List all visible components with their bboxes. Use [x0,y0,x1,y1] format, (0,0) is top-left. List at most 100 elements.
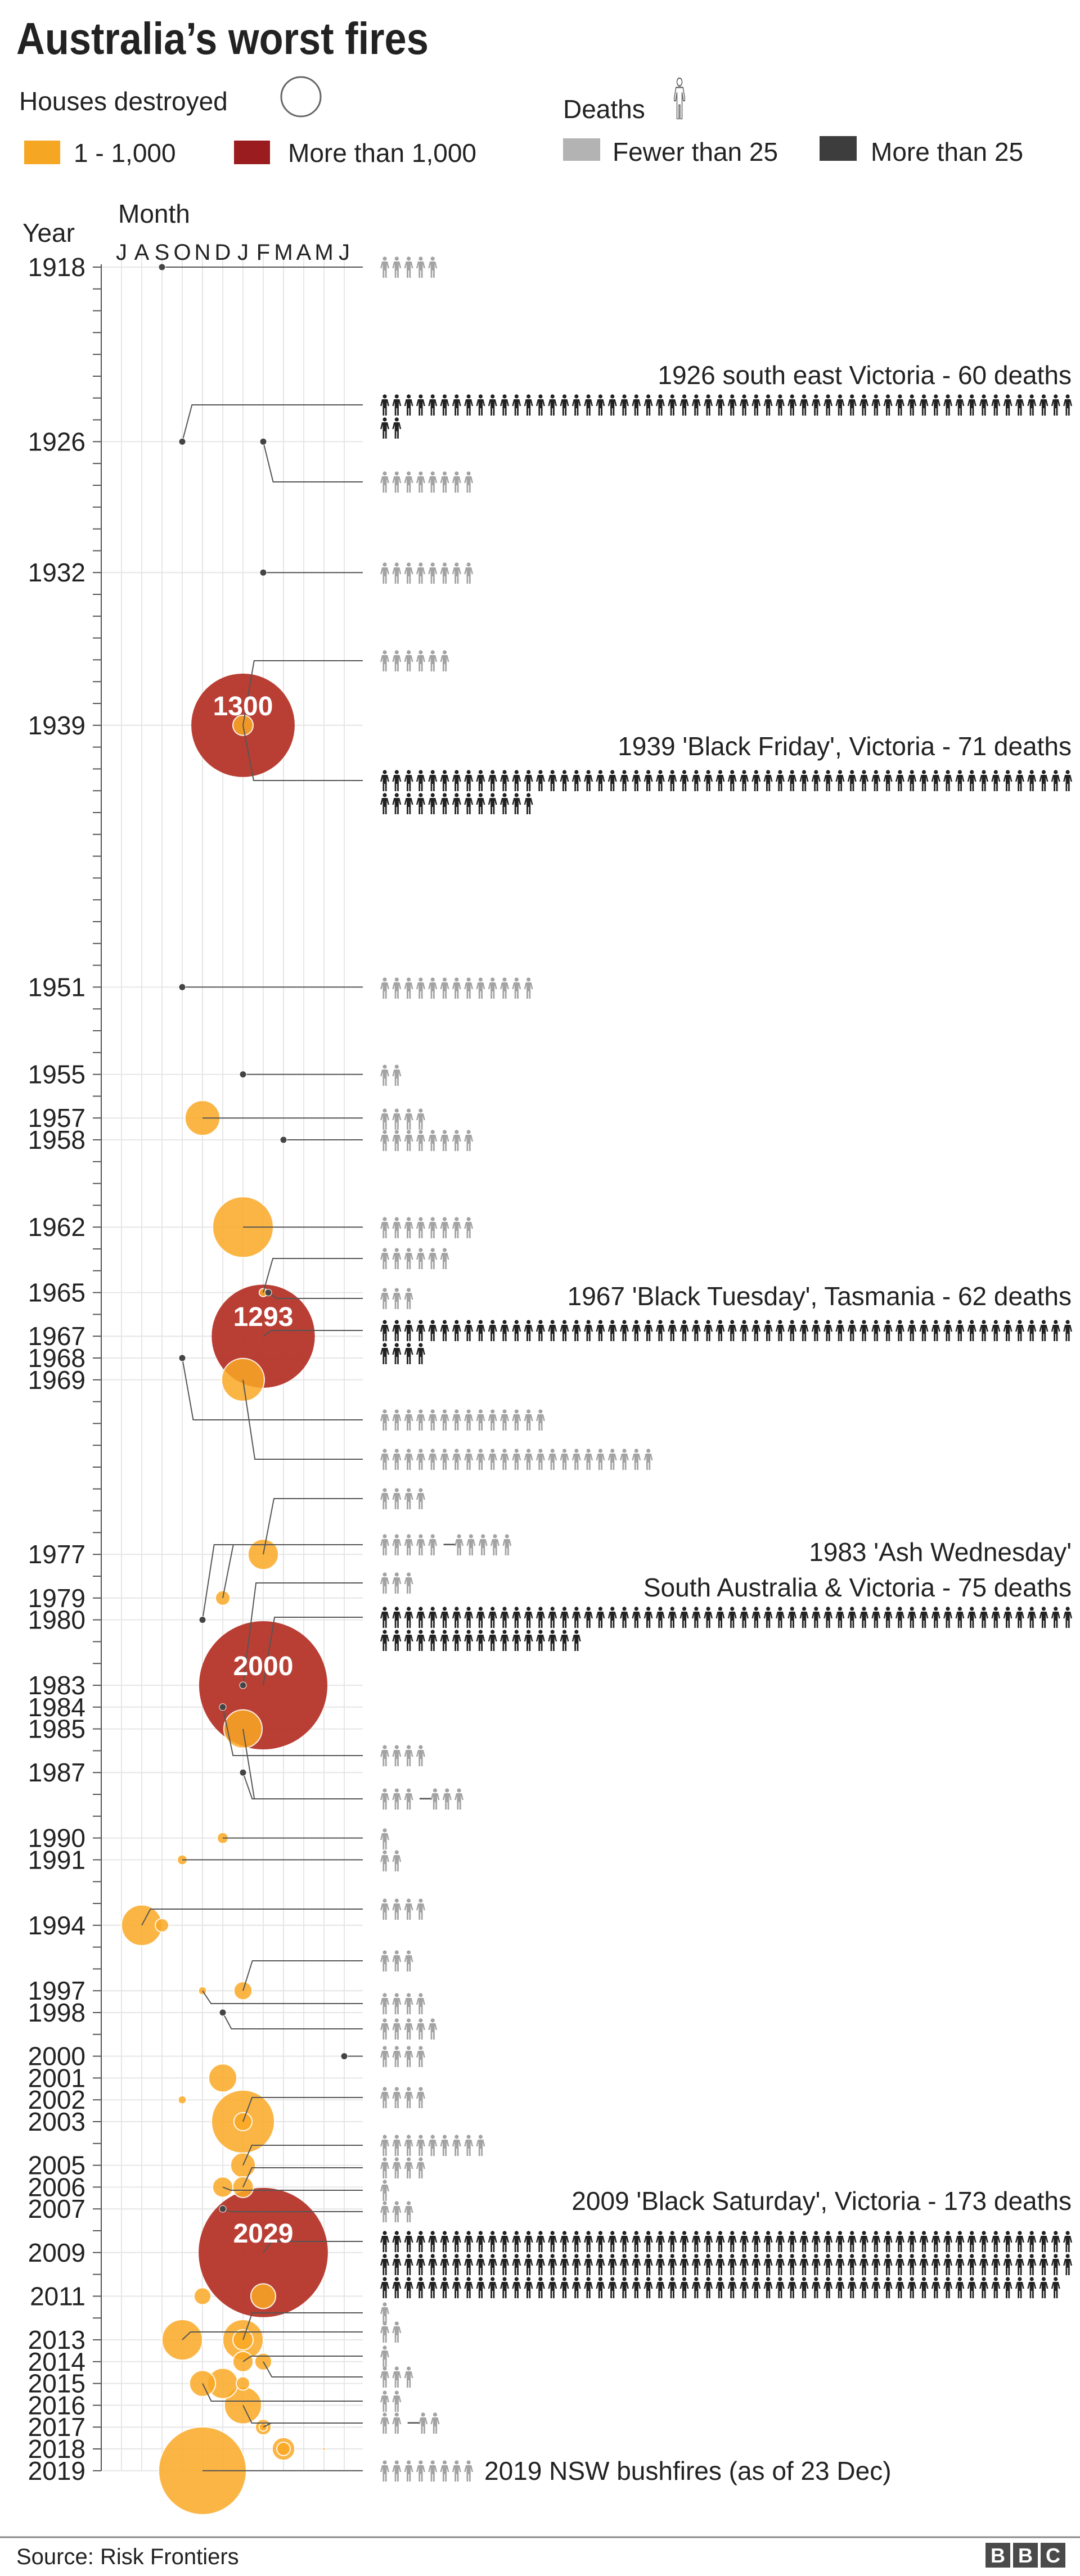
death-icon [1051,770,1060,791]
death-icon [380,2231,389,2252]
death-icon [752,2231,761,2252]
death-icon [1015,394,1024,416]
death-icon [835,394,845,416]
death-icon [740,2231,749,2252]
death-icon [464,1409,474,1431]
death-icon [380,2277,389,2298]
y-axis-label: Year [22,218,75,247]
connector-line [242,2356,363,2362]
death-icon [644,2231,653,2252]
death-icon [979,770,988,791]
death-icon [763,1320,773,1341]
death-icon [572,1320,581,1341]
death-icon [380,394,389,416]
death-icon [500,793,509,814]
fire-dot [199,1616,206,1624]
death-icon [416,1745,425,1766]
death-icon [380,1488,389,1509]
death-icon [788,1320,797,1341]
death-icon [428,2460,438,2482]
death-icon [704,394,713,416]
death-icon [572,2254,581,2275]
year-tick-label: 1962 [28,1212,86,1242]
svg-text:B: B [1018,2544,1033,2567]
connector-line [263,1258,363,1293]
death-icon [464,1217,474,1238]
fire-dot [219,1703,227,1711]
death-icon [668,2254,677,2275]
death-icon [668,1320,677,1341]
death-icon [824,394,833,416]
death-icon [979,2254,988,2275]
death-icon [392,1850,402,1871]
fire-circle [155,1918,169,1933]
death-icon [416,1534,425,1555]
death-icon [428,394,438,416]
death-icon [428,1630,438,1651]
connector-line [263,441,363,482]
year-tick-label: 1965 [28,1278,86,1307]
houses-count-label: 2000 [233,1652,294,1681]
connector-line [141,1909,363,1926]
death-icon [440,1630,449,1651]
death-icon [380,1130,389,1151]
legend-swatch-large-houses [234,141,270,164]
connector-line [242,1772,363,1799]
death-icon [860,2277,868,2298]
death-icon [452,1630,461,1651]
death-icon [524,1320,533,1341]
death-icon [824,2231,833,2252]
death-icon [1015,2231,1024,2252]
death-icon [380,2157,389,2178]
death-icon [788,770,797,791]
connector-line [263,1330,363,1337]
year-tick-label: 1967 [28,1321,86,1351]
death-icon [572,1630,581,1651]
death-icon [584,2277,593,2298]
year-tick-label: 1926 [28,427,86,456]
death-icon [1027,2231,1037,2252]
death-icon [428,793,438,814]
death-icon [752,1320,761,1341]
death-icon [380,2302,389,2324]
death-icon [584,1320,593,1341]
death-icon [536,2231,545,2252]
death-icon [464,1607,474,1628]
death-icon [502,1534,512,1555]
death-icon [428,1217,438,1238]
year-tick-label: 2014 [28,2347,86,2376]
legend-deaths-label: Deaths [563,94,645,124]
death-icon [404,770,413,791]
death-icon [392,1064,402,1086]
death-icon [380,471,389,493]
death-icon [824,770,833,791]
death-icon [380,2254,389,2275]
death-icon [440,2231,449,2252]
death-icon [1015,2277,1024,2298]
death-icon [452,1320,461,1341]
death-icon [512,394,521,416]
death-icon [727,394,737,416]
death-icon [560,2254,569,2275]
death-icon [560,1449,569,1470]
death-icon [871,1607,881,1628]
death-icon [979,1607,988,1628]
death-icon [536,1607,545,1628]
death-icon [392,1993,402,2014]
death-icon [895,770,904,791]
death-icon [404,650,413,671]
death-icon [524,2277,533,2298]
death-icon [476,1449,485,1470]
death-icon [476,770,485,791]
death-icon [392,1488,402,1509]
death-icon [560,2277,569,2298]
death-icon [380,1409,389,1431]
death-icon [943,770,953,791]
connector-line [182,2331,363,2340]
death-icon [392,1534,402,1555]
death-icon [476,2231,485,2252]
death-icon [464,2277,474,2298]
death-icon [416,2231,425,2252]
death-icon [416,793,425,814]
death-icon [632,2277,641,2298]
